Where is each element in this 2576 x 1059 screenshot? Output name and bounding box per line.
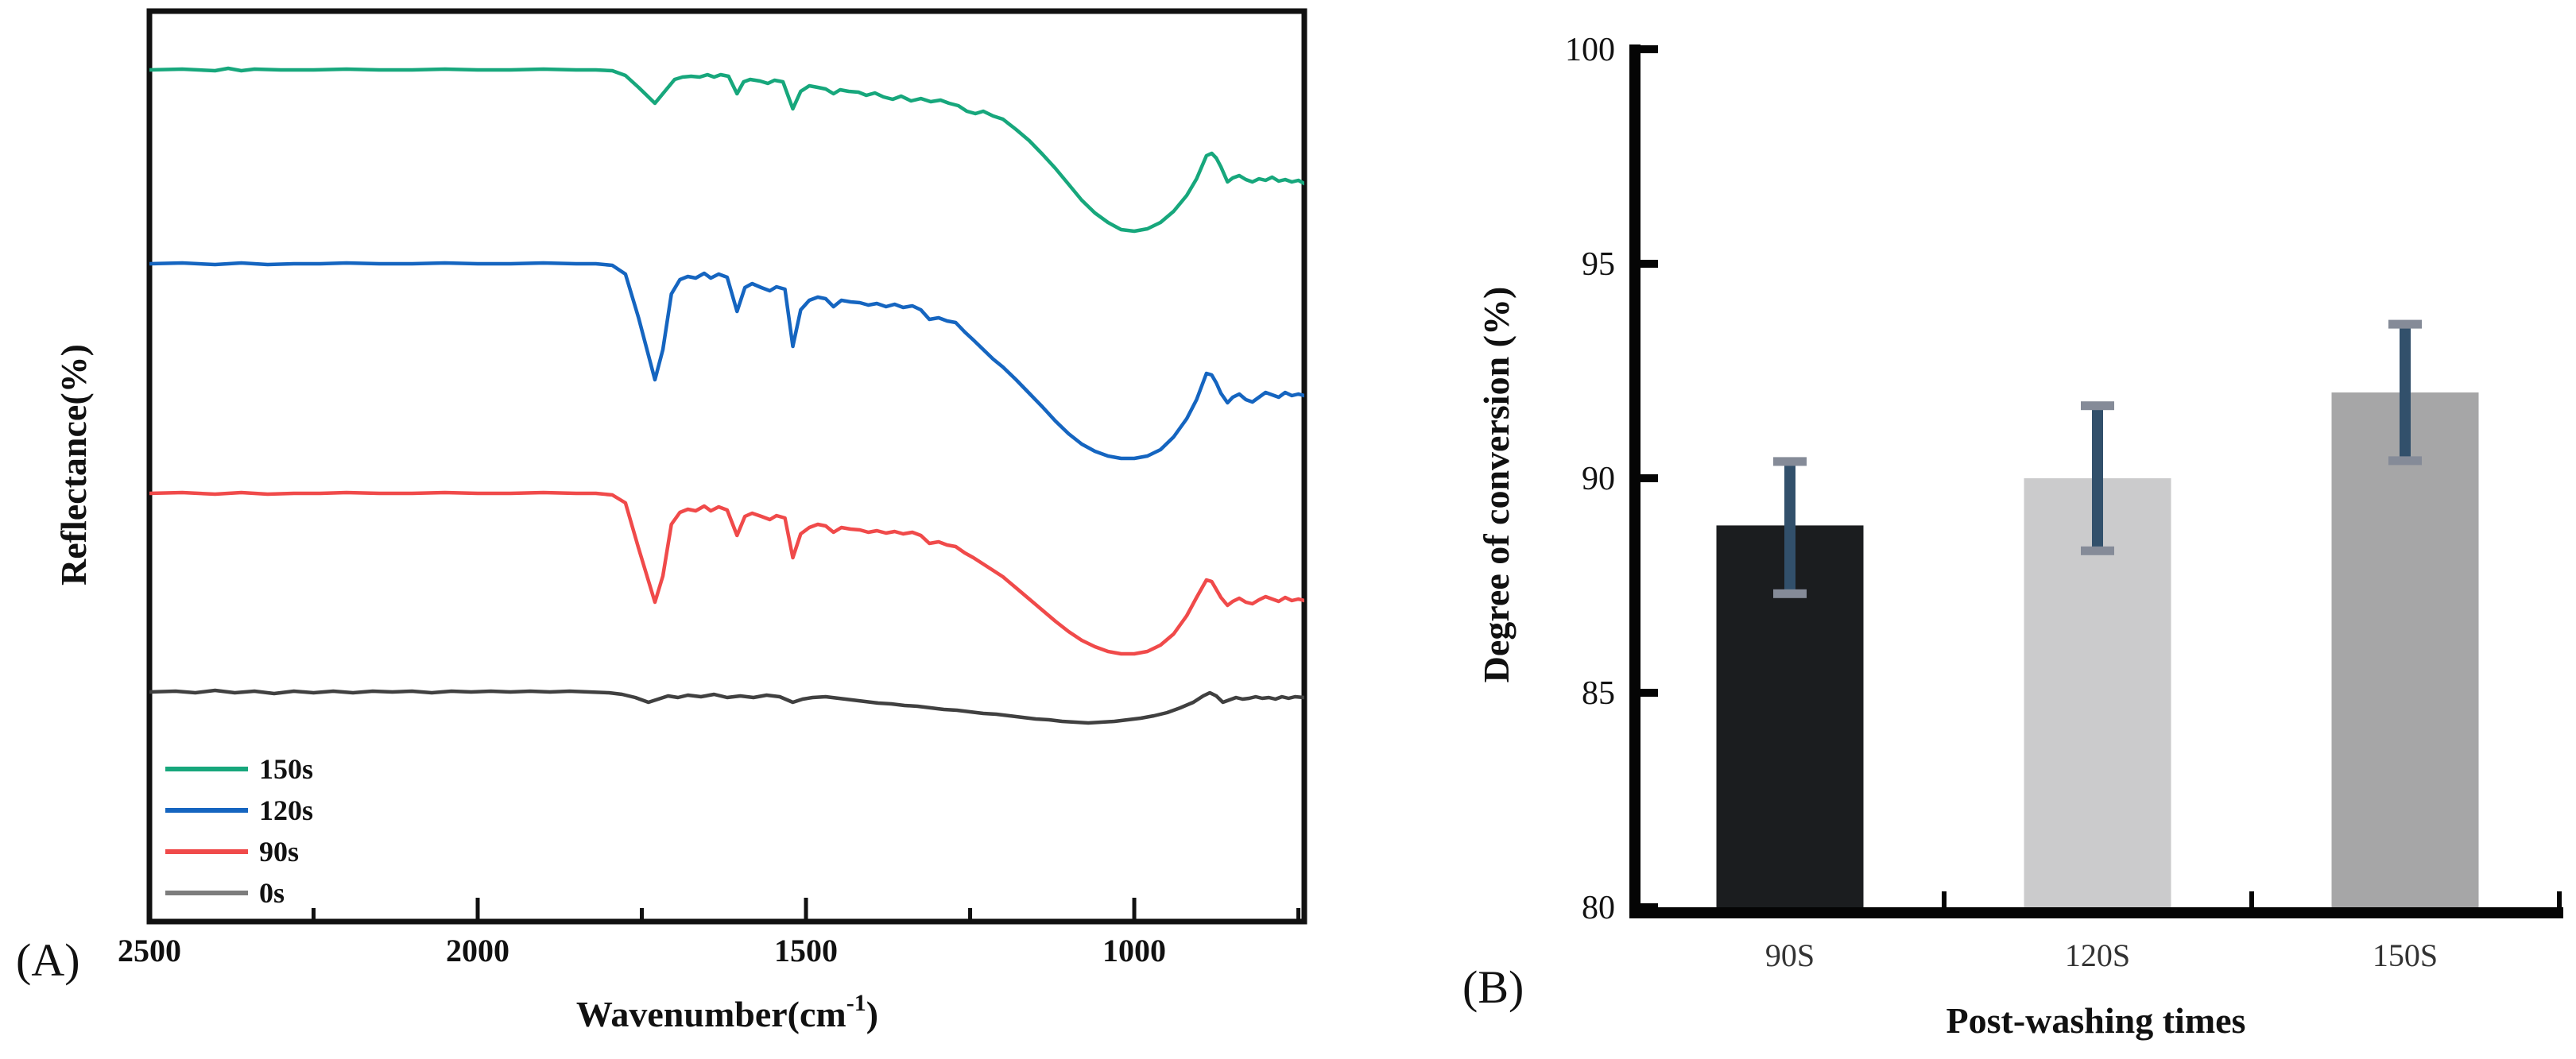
legend-label-120s: 120s xyxy=(259,794,313,826)
error-cap-top-120S xyxy=(2081,401,2114,411)
b-y-tick-label: 90 xyxy=(1582,461,1615,497)
error-bar-90S xyxy=(1784,461,1795,594)
x-axis-title-b: Post-washing times xyxy=(1947,1000,2246,1041)
b-x-category-label: 120S xyxy=(2065,937,2130,973)
y-axis-title-b: Degree of conversion (%) xyxy=(1476,287,1517,683)
b-x-minor-tick xyxy=(2249,891,2254,907)
panel-label-a: (A) xyxy=(16,934,80,986)
x-tick-label: 1000 xyxy=(1102,933,1166,968)
error-cap-top-150S xyxy=(2388,319,2422,329)
b-x-axis-spine xyxy=(1629,907,2563,918)
legend-label-150s: 150s xyxy=(259,753,313,785)
b-y-axis-spine xyxy=(1629,44,1641,918)
spectrum-curve-120s xyxy=(149,261,1304,461)
error-cap-top-90S xyxy=(1773,457,1807,466)
error-cap-bottom-150S xyxy=(2388,456,2422,466)
x-tick-label: 1500 xyxy=(774,933,838,968)
error-bar-120S xyxy=(2092,405,2103,551)
b-x-minor-tick xyxy=(1942,891,1947,907)
x-tick-label: 2000 xyxy=(446,933,509,968)
bar-150S xyxy=(2331,392,2479,907)
legend-label-90s: 90s xyxy=(259,836,299,868)
b-y-tick xyxy=(1641,474,1658,482)
error-cap-bottom-90S xyxy=(1773,589,1807,598)
b-y-tick xyxy=(1641,903,1658,911)
b-x-category-label: 90S xyxy=(1765,937,1815,973)
b-y-tick xyxy=(1641,260,1658,268)
error-cap-bottom-120S xyxy=(2081,546,2114,555)
legend-label-0s: 0s xyxy=(259,877,285,909)
y-axis-title-a: Reflectance(%) xyxy=(53,344,94,586)
spectra-plot-border xyxy=(146,8,1307,925)
b-y-tick xyxy=(1641,689,1658,697)
x-tick-label: 2500 xyxy=(118,933,181,968)
spectrum-curve-150s xyxy=(149,66,1304,234)
x-axis-title-a: Wavenumber(cm-1) xyxy=(576,990,878,1034)
panel-label-b: (B) xyxy=(1462,961,1524,1013)
b-y-tick-label: 95 xyxy=(1582,246,1615,283)
b-y-tick xyxy=(1641,45,1658,53)
spectrum-curve-90s xyxy=(149,490,1304,656)
b-y-tick-label: 80 xyxy=(1582,890,1615,926)
b-y-tick-label: 100 xyxy=(1565,32,1615,68)
b-x-minor-tick xyxy=(2557,891,2562,907)
b-y-tick-label: 85 xyxy=(1582,675,1615,712)
error-bar-150S xyxy=(2400,323,2411,462)
spectrum-curve-0s xyxy=(149,688,1304,725)
b-x-category-label: 150S xyxy=(2373,937,2438,973)
